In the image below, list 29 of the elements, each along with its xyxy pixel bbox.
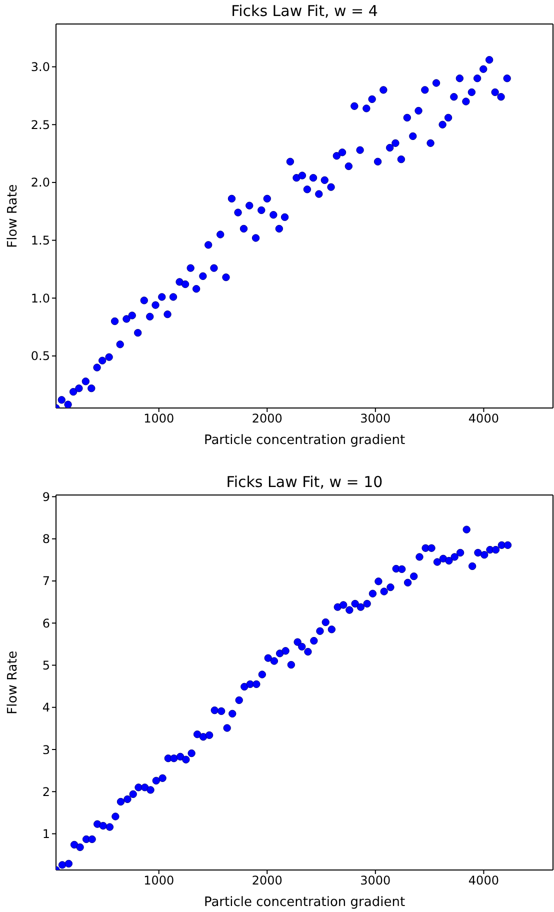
chart-title: Ficks Law Fit, w = 10 [225, 473, 384, 491]
chart-title: Ficks Law Fit, w = 4 [230, 2, 379, 20]
y-tick-label: 2.0 [30, 176, 50, 190]
x-axis-title: Particle concentration gradient [204, 433, 406, 448]
x-tick-label: 1000 [144, 874, 174, 888]
y-tick-label: 3 [42, 742, 50, 757]
x-tick-label: 2000 [252, 874, 282, 888]
y-tick-label: 8 [42, 532, 50, 546]
x-tick-label: 3000 [360, 874, 391, 888]
y-tick-label: 1.5 [30, 234, 50, 248]
y-tick-label: 0.5 [30, 349, 50, 364]
x-tick-label: 2000 [252, 412, 282, 426]
y-tick-label: 9 [42, 490, 50, 504]
y-tick-label: 4 [42, 700, 50, 715]
y-tick-label: 2 [42, 784, 50, 799]
x-tick-label: 4000 [468, 874, 499, 888]
y-axis-title: Flow Rate [6, 184, 21, 248]
x-tick-label: 1000 [144, 412, 174, 426]
y-tick-label: 5 [42, 658, 50, 672]
y-axis-title: Flow Rate [6, 650, 21, 714]
y-tick-label: 1.0 [30, 291, 50, 306]
x-axis-title: Particle concentration gradient [204, 895, 406, 910]
y-tick-label: 6 [42, 616, 50, 630]
y-tick-label: 2.5 [30, 118, 50, 132]
x-tick-label: 4000 [468, 412, 499, 426]
y-tick-label: 3.0 [30, 60, 50, 74]
y-tick-label: 7 [42, 574, 50, 588]
y-tick-label: 1 [42, 827, 50, 842]
x-tick-label: 3000 [360, 412, 391, 426]
